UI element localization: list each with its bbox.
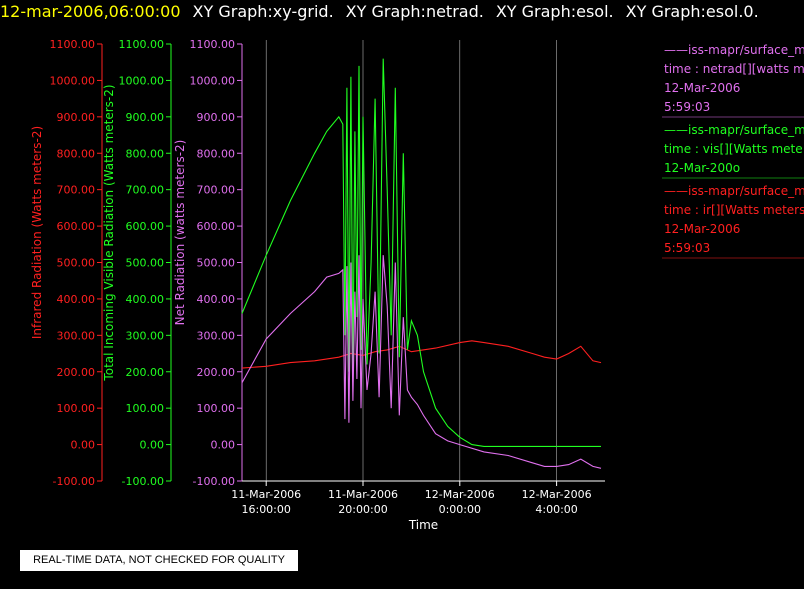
y-tick-label-ir: -100.00 [53,475,95,488]
y-tick-label-ir: 1100.00 [50,38,96,51]
graph-title-esol-0: XY Graph:esol.0. [625,2,759,21]
legend-text-vis: ——iss-mapr/surface_m [664,123,804,137]
legend-text-net: 5:59:03 [664,100,710,114]
y-tick-label-ir: 400.00 [57,293,96,306]
y-tick-label-vis: 700.00 [126,184,165,197]
legend-text-ir: ——iss-mapr/surface_m [664,184,804,198]
y-tick-label-vis: 100.00 [126,402,165,415]
y-tick-label-ir: 900.00 [57,111,96,124]
legend-text-net: 12-Mar-2006 [664,81,740,95]
graph-title-xy-grid: XY Graph:xy-grid. [192,2,334,21]
x-tick-label: 12-Mar-2006 [522,488,592,501]
x-axis-label: Time [408,518,438,532]
y-tick-label-ir: 100.00 [57,402,96,415]
y-tick-label-vis: 900.00 [126,111,165,124]
y-tick-label-net: 100.00 [197,402,236,415]
y-tick-label-vis: 0.00 [140,439,165,452]
y-tick-label-vis: 800.00 [126,147,165,160]
series-line-net [241,255,602,469]
y-tick-label-vis: 200.00 [126,366,165,379]
y-tick-label-ir: 0.00 [71,439,96,452]
graph-title-netrad: XY Graph:netrad. [345,2,484,21]
y-tick-label-vis: 400.00 [126,293,165,306]
y-tick-label-net: 600.00 [197,220,236,233]
y-tick-label-ir: 200.00 [57,366,96,379]
x-tick-label: 20:00:00 [338,503,387,516]
y-tick-label-net: 700.00 [197,184,236,197]
y-axis-label-ir: Infrared Radiation (Watts meters-2) [30,126,44,339]
y-tick-label-net: 300.00 [197,329,236,342]
y-axis-label-vis: Total Incoming Visible Radiation (Watts … [102,84,116,381]
y-tick-label-ir: 500.00 [57,257,96,270]
y-tick-label-vis: 1100.00 [119,38,165,51]
y-tick-label-net: 1000.00 [190,74,236,87]
x-tick-label: 0:00:00 [439,503,481,516]
y-tick-label-net: 1100.00 [190,38,236,51]
y-tick-label-vis: 500.00 [126,257,165,270]
title-bar: 12-mar-2006,06:00:00 XY Graph:xy-grid. XY … [0,2,759,24]
y-tick-label-vis: 300.00 [126,329,165,342]
series-lines [241,58,602,469]
y-tick-label-ir: 300.00 [57,329,96,342]
y-tick-label-net: 800.00 [197,147,236,160]
y-tick-label-net: 0.00 [211,439,236,452]
series-line-vis [241,58,601,447]
y-tick-label-net: 500.00 [197,257,236,270]
legend-text-ir: time : ir[][Watts meters [664,203,804,217]
y-tick-label-vis: 1000.00 [119,74,165,87]
y-axis-label-net: Net Radiation (watts meters-2) [173,140,187,326]
graph-title-esol: XY Graph:esol. [495,2,614,21]
x-tick-label: 16:00:00 [241,503,290,516]
y-tick-label-ir: 1000.00 [50,74,96,87]
x-tick-label: 12-Mar-2006 [425,488,495,501]
x-tick-label: 11-Mar-2006 [231,488,301,501]
legend-text-vis: time : vis[][Watts mete [664,142,803,156]
quality-notice: REAL-TIME DATA, NOT CHECKED FOR QUALITY [20,550,298,571]
y-tick-label-net: 900.00 [197,111,236,124]
legend-text-ir: 12-Mar-2006 [664,222,740,236]
y-tick-label-net: -100.00 [193,475,235,488]
x-tick-label: 4:00:00 [535,503,577,516]
series-line-ir [241,340,602,369]
y-tick-label-vis: -100.00 [122,475,164,488]
y-tick-label-vis: 600.00 [126,220,165,233]
legend-text-net: time : netrad[][watts me [664,62,804,76]
vertical-grid [265,40,557,481]
timestamp: 12-mar-2006,06:00:00 [0,2,181,21]
y-tick-label-net: 200.00 [197,366,236,379]
y-tick-label-ir: 800.00 [57,147,96,160]
y-tick-label-ir: 700.00 [57,184,96,197]
legend-text-ir: 5:59:03 [664,241,710,255]
legend-text-net: ——iss-mapr/surface_m [664,43,804,57]
y-tick-label-ir: 600.00 [57,220,96,233]
x-axis: 11-Mar-2006 16:00:00 11-Mar-2006 20:00:00 12… [231,480,605,532]
legend-text-vis: 12-Mar-200o [664,161,740,175]
x-tick-label: 11-Mar-2006 [328,488,398,501]
y-tick-label-net: 400.00 [197,293,236,306]
y-axes: -100.00 0.00 100.00 200.00 300.00 400.00 500.0… [30,38,243,488]
